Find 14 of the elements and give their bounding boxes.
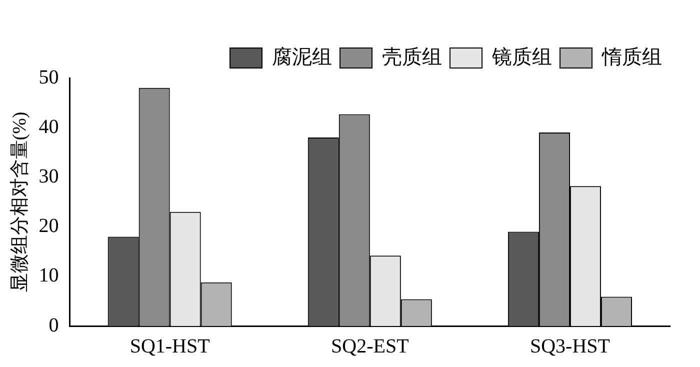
y-tick-label: 50: [38, 66, 59, 88]
y-tick-label: 30: [38, 165, 59, 188]
y-tick-label: 40: [38, 116, 59, 138]
legend-label: 惰质组: [601, 46, 662, 68]
x-tick-label: SQ1-HST: [130, 335, 210, 358]
y-tick-label: 20: [38, 215, 59, 238]
x-tick-label: SQ3-HST: [530, 335, 610, 358]
x-tick-label: SQ2-EST: [331, 335, 409, 358]
legend-label: 镜质组: [491, 46, 552, 68]
legend-label: 腐泥组: [272, 46, 332, 68]
y-tick-label: 0: [48, 314, 59, 336]
y-tick-label: 10: [38, 264, 59, 287]
legend-label: 壳质组: [382, 46, 442, 68]
y-axis-title: 显微组分相对含量(%): [9, 112, 30, 292]
